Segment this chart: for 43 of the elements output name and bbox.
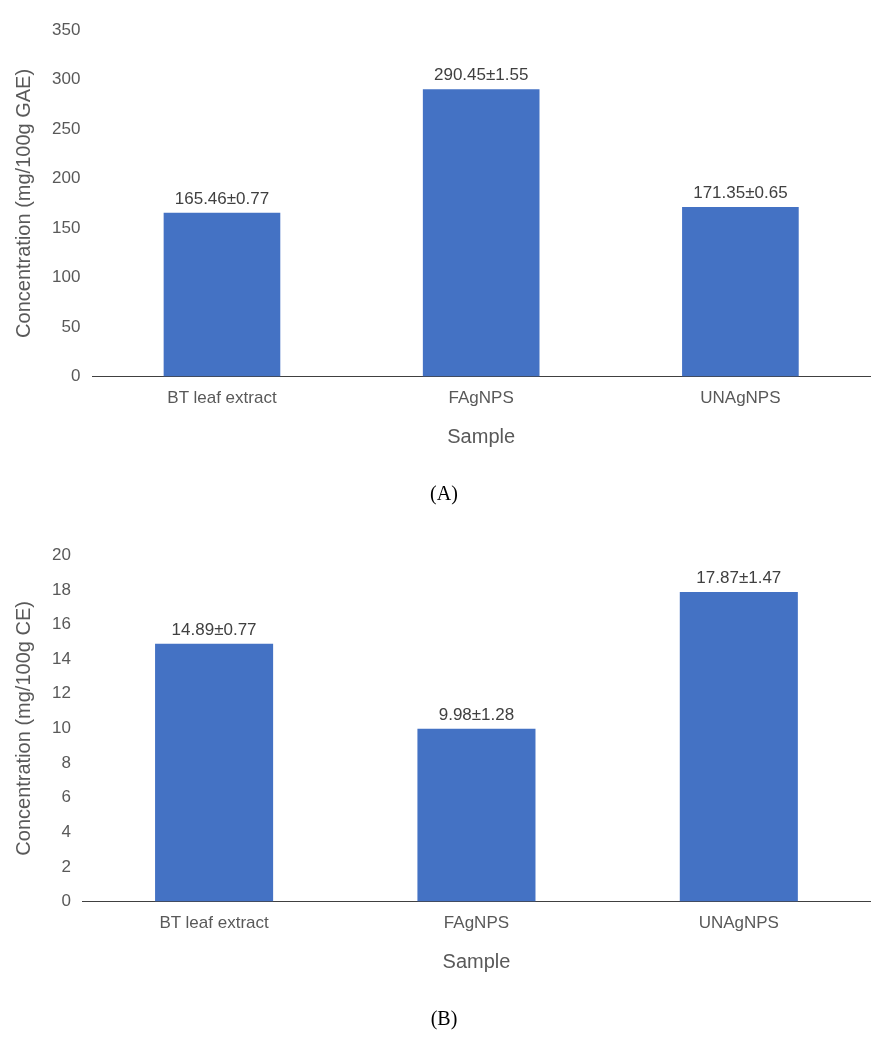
y-tick-label: 20	[51, 544, 71, 564]
y-axis-title: Concentration (mg/100g GAE)	[11, 68, 34, 338]
bar	[422, 89, 540, 377]
x-tick-label: BT leaf extract	[167, 388, 277, 408]
y-tick-label: 200	[51, 168, 81, 188]
y-tick-label: 12	[51, 683, 71, 703]
y-tick-label: 8	[61, 752, 71, 772]
x-tick-label: FAgNPS	[443, 913, 510, 933]
x-axis-title: Sample	[447, 424, 516, 447]
text: (B)	[430, 1006, 458, 1030]
x-tick-label: UNAgNPS	[700, 388, 781, 408]
data-label: 9.98±1.28	[438, 704, 515, 724]
y-tick-label: 4	[61, 822, 71, 842]
y-tick-label: 300	[51, 69, 81, 89]
y-tick-label: 14	[51, 648, 71, 668]
bar	[155, 643, 274, 902]
bar	[417, 728, 536, 902]
data-label: 165.46±0.77	[174, 189, 270, 209]
text: (A)	[430, 481, 458, 505]
y-tick-label: 50	[61, 316, 81, 336]
y-axis-title: Concentration (mg/100g CE)	[11, 601, 34, 856]
x-tick-label: BT leaf extract	[159, 913, 270, 933]
x-tick-label: UNAgNPS	[698, 913, 779, 933]
x-tick-label: FAgNPS	[448, 388, 514, 408]
bar	[163, 212, 281, 377]
y-tick-label: 0	[70, 366, 81, 386]
data-label: 17.87±1.47	[696, 568, 782, 588]
y-tick-label: 16	[51, 614, 71, 634]
data-label: 290.45±1.55	[433, 65, 529, 85]
data-label: 171.35±0.65	[693, 183, 788, 203]
y-tick-label: 10	[51, 718, 71, 738]
y-tick-label: 6	[61, 787, 71, 807]
bar	[679, 592, 798, 902]
y-tick-label: 2	[61, 856, 71, 876]
y-tick-label: 250	[51, 118, 81, 138]
y-tick-label: 150	[51, 217, 81, 237]
bar	[682, 207, 799, 377]
x-axis-title: Sample	[442, 949, 511, 972]
y-tick-label: 18	[51, 579, 71, 599]
y-tick-label: 100	[51, 267, 81, 287]
data-label: 14.89±0.77	[171, 619, 257, 639]
y-tick-label: 0	[61, 891, 71, 911]
y-tick-label: 350	[51, 19, 81, 39]
